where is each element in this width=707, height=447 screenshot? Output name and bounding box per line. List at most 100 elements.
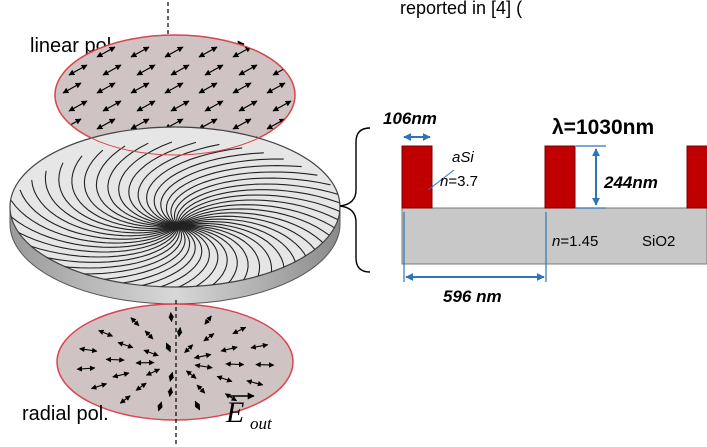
- pillar-height-label: 244nm: [603, 173, 658, 192]
- grating-line: [177, 194, 340, 227]
- linear-field-arrow: [68, 64, 88, 76]
- radial-field-arrow: [220, 345, 238, 353]
- pillar-width-label: 106nm: [383, 109, 437, 128]
- linear-field-arrow: [96, 46, 116, 58]
- radial-field-arrow: [90, 382, 108, 390]
- linear-field-arrow: [130, 46, 150, 58]
- grating-line: [136, 225, 219, 287]
- grating-line: [58, 162, 179, 231]
- unit-cell-cross-section: 106nm λ=1030nm 244nm aSi n=3.7 n=1.45 Si…: [383, 109, 707, 306]
- grating-line: [153, 152, 264, 227]
- grating-line: [10, 222, 179, 253]
- radial-field-arrow: [168, 311, 174, 323]
- grating-line: [176, 183, 340, 227]
- radial-field-arrow: [165, 342, 171, 353]
- linear-field-arrow: [96, 82, 116, 94]
- curly-brace: [339, 127, 371, 273]
- grating-line: [170, 171, 318, 227]
- linear-field-arrow: [130, 82, 150, 94]
- linear-field-arrow: [266, 46, 286, 58]
- radial-field-arrow: [98, 329, 114, 337]
- linear-field-arrow: [68, 100, 88, 112]
- radial-field-arrow: [135, 382, 147, 391]
- grating-line: [177, 199, 340, 230]
- grating-line: [31, 179, 179, 237]
- radial-field-arrow: [246, 379, 264, 387]
- e-out-label: E out: [225, 392, 273, 433]
- pillar-index-label: n=3.7: [440, 173, 478, 190]
- radial-field-arrow: [112, 371, 130, 379]
- radial-field-arrow: [255, 361, 275, 368]
- linear-field-arrow: [130, 118, 150, 130]
- grating-line: [177, 189, 340, 227]
- linear-field-arrow: [238, 100, 258, 112]
- grating-line: [177, 208, 340, 252]
- grating-line: [177, 204, 340, 241]
- radial-field-arrow: [193, 352, 212, 360]
- grating-line: [177, 225, 249, 287]
- pillar-1: [401, 145, 433, 209]
- pillar-material-label: aSi: [452, 149, 474, 166]
- linear-field-arrow: [136, 100, 156, 112]
- grating-line: [19, 189, 179, 240]
- radial-field-arrow: [143, 349, 159, 357]
- svg-text:E: E: [225, 396, 244, 429]
- linear-field-arrow: [232, 46, 252, 58]
- grating-line: [173, 177, 331, 227]
- linear-field-arrow: [164, 82, 184, 94]
- linear-field-arrow: [238, 64, 258, 76]
- output-field-ellipse: [56, 303, 294, 421]
- grating-line: [10, 225, 179, 258]
- grating-line: [72, 225, 196, 287]
- radial-field-arrow: [203, 333, 215, 342]
- linear-field-arrow: [136, 64, 156, 76]
- linear-field-arrow: [204, 64, 224, 76]
- grating-line: [83, 149, 179, 228]
- grating-line: [146, 147, 243, 227]
- grating-line: [10, 200, 179, 244]
- grating-line: [10, 211, 179, 248]
- radial-field-arrow: [167, 386, 174, 397]
- grating-line: [44, 170, 179, 234]
- linear-field-arrow: [96, 118, 116, 130]
- radial-field-arrow: [168, 371, 174, 382]
- radial-field-arrow: [232, 326, 247, 335]
- linear-field-arrow: [198, 46, 218, 58]
- grating-line: [10, 225, 179, 263]
- radial-field-arrow: [185, 370, 197, 379]
- grating-line: [165, 165, 302, 227]
- radial-field-arrow: [194, 363, 213, 370]
- period-label: 596 nm: [443, 287, 502, 306]
- radial-field-arrow: [144, 330, 154, 340]
- linear-field-arrow: [102, 100, 122, 112]
- linear-field-arrow: [266, 82, 286, 94]
- radial-field-arrow: [79, 346, 98, 354]
- grating-line: [177, 225, 238, 287]
- radial-field-arrow: [216, 375, 233, 383]
- input-field-ellipse: [54, 34, 296, 156]
- grating-line: [137, 143, 220, 227]
- radial-field-arrow: [225, 361, 245, 368]
- grating-line: [113, 225, 210, 287]
- linear-field-arrow: [272, 100, 292, 112]
- linear-field-arrow: [266, 118, 286, 130]
- substrate-material-label: SiO2: [642, 233, 675, 250]
- radial-field-arrow: [117, 341, 134, 349]
- radial-field-arrow: [76, 365, 96, 372]
- radial-field-arrow: [119, 395, 131, 404]
- output-polarization-label: radial pol.: [22, 403, 109, 425]
- linear-field-arrow: [170, 64, 190, 76]
- radial-field-arrow: [224, 393, 238, 402]
- linear-field-arrow: [164, 46, 184, 58]
- substrate-index-label: n=1.45: [552, 233, 598, 250]
- linear-field-arrow: [102, 64, 122, 76]
- grating-line: [118, 141, 179, 227]
- radial-field-arrow: [157, 401, 163, 412]
- linear-field-arrow: [232, 82, 252, 94]
- linear-field-arrow: [170, 100, 190, 112]
- grating-line: [95, 145, 179, 227]
- grating-line: [107, 142, 179, 227]
- radial-field-arrow: [194, 400, 201, 411]
- svg-text:out: out: [250, 414, 273, 433]
